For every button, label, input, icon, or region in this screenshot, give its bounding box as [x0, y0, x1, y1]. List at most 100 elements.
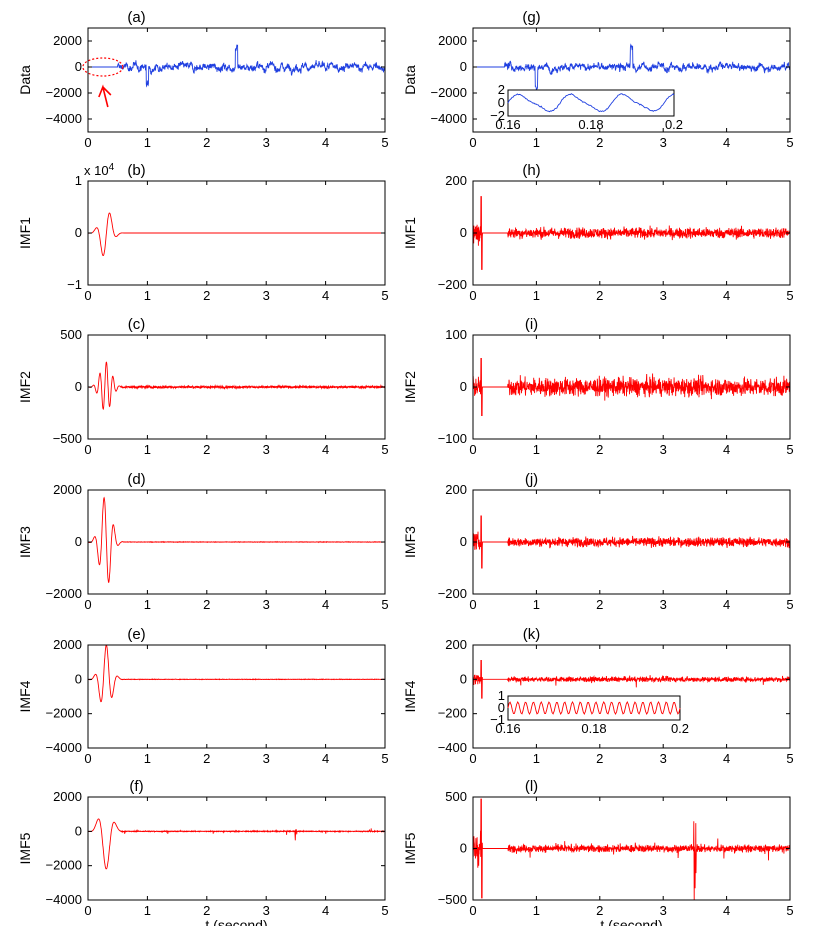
x-tick-label: 0: [84, 442, 91, 457]
x-tick-label: 5: [786, 751, 793, 766]
y-tick-label: −500: [438, 892, 467, 907]
x-tick-label: 5: [381, 597, 388, 612]
x-axis-label: t (second): [600, 917, 662, 926]
axes-box-g: [472, 27, 791, 133]
x-tick-label: 2: [203, 135, 210, 150]
panel-e: 0 1 2 3 4 5 2000 0 −2000 −4000 (e) IMF4: [17, 626, 389, 766]
x-tick-label: 5: [786, 288, 793, 303]
x-tick-label: 0: [469, 751, 476, 766]
y-tick-label: −2000: [45, 706, 82, 721]
y-tick-label: 100: [445, 327, 467, 342]
inset-y-tick-label: 2: [498, 82, 505, 97]
inset-x-tick-label: 0.2: [665, 117, 683, 132]
y-axis-label: IMF1: [17, 217, 33, 249]
panel-title: (j): [525, 471, 538, 488]
inset-y-tick-label: −1: [490, 712, 505, 727]
y-axis-label: IMF4: [402, 680, 418, 712]
y-axis-label: Data: [17, 65, 33, 95]
y-tick-label: 0: [460, 671, 467, 686]
x-tick-label: 3: [660, 597, 667, 612]
y-tick-label: 0: [460, 225, 467, 240]
x-tick-label: 0: [84, 751, 91, 766]
y-tick-label: 0: [460, 379, 467, 394]
x-tick-label: 3: [263, 903, 270, 918]
y-tick-label: −400: [438, 740, 467, 755]
y-tick-label: −2000: [45, 586, 82, 601]
x-tick-label: 1: [144, 597, 151, 612]
series-line-j: [473, 515, 790, 569]
x-tick-label: 5: [786, 135, 793, 150]
x-tick-label: 2: [596, 903, 603, 918]
panel-title: (h): [522, 162, 540, 179]
y-tick-label: 2000: [53, 33, 82, 48]
axes-box-e: [87, 644, 386, 749]
series-line-l: [473, 798, 790, 900]
y-axis-label: Data: [402, 65, 418, 95]
y-tick-label: 1: [75, 173, 82, 188]
x-tick-label: 0: [469, 903, 476, 918]
x-tick-label: 3: [660, 288, 667, 303]
x-tick-label: 5: [381, 135, 388, 150]
y-tick-label: −200: [438, 277, 467, 292]
y-tick-label: 200: [445, 637, 467, 652]
x-tick-label: 2: [203, 442, 210, 457]
x-tick-label: 3: [263, 135, 270, 150]
panel-title: (l): [525, 778, 538, 795]
x-tick-label: 2: [596, 442, 603, 457]
x-tick-label: 4: [322, 135, 329, 150]
series-line-b: [88, 212, 385, 257]
x-tick-label: 0: [469, 442, 476, 457]
x-tick-label: 4: [322, 751, 329, 766]
x-tick-label: 4: [723, 597, 730, 612]
y-axis-label: IMF4: [17, 680, 33, 712]
panel-title: (e): [127, 626, 145, 643]
x-tick-label: 5: [381, 903, 388, 918]
y-tick-label: 0: [75, 823, 82, 838]
y-axis-label: IMF2: [402, 371, 418, 403]
x-tick-label: 0: [84, 903, 91, 918]
x-tick-label: 3: [660, 903, 667, 918]
series-line-a: [88, 44, 385, 88]
series-line-h: [473, 196, 790, 270]
y-tick-label: 2000: [53, 789, 82, 804]
panel-a: 0 1 2 3 4 5 2000 0 −2000 −4000 (a) Data: [17, 9, 389, 150]
series-line-k: [473, 660, 790, 699]
x-tick-label: 2: [596, 597, 603, 612]
x-tick-label: 2: [203, 751, 210, 766]
y-tick-label: 2000: [53, 482, 82, 497]
panel-title: (a): [127, 9, 145, 26]
series-line-f: [88, 818, 385, 870]
series-line-g: [473, 43, 790, 92]
x-tick-label: 5: [381, 751, 388, 766]
inset-line: [507, 93, 675, 113]
y-axis-label: IMF5: [17, 832, 33, 864]
x-tick-label: 3: [660, 751, 667, 766]
x-tick-label: 0: [469, 597, 476, 612]
x-tick-label: 1: [533, 751, 540, 766]
y-tick-label: −2000: [45, 858, 82, 873]
panel-title: (g): [522, 9, 540, 26]
y-axis-label: IMF5: [402, 832, 418, 864]
x-tick-label: 5: [786, 597, 793, 612]
x-tick-label: 1: [144, 903, 151, 918]
panel-title: (c): [128, 316, 146, 333]
y-tick-label: −200: [438, 706, 467, 721]
panel-title: (i): [525, 316, 538, 333]
y-tick-label: −4000: [430, 111, 467, 126]
y-tick-label: 2000: [53, 637, 82, 652]
x-tick-label: 3: [660, 135, 667, 150]
axes-box-f: [87, 796, 386, 901]
y-tick-label: −2000: [45, 85, 82, 100]
y-tick-label: −2000: [430, 85, 467, 100]
panel-title: (b): [127, 162, 145, 179]
inset-x-tick-label: 0.2: [671, 721, 689, 736]
inset-k: 10−10.16 0.18 0.2: [490, 688, 689, 736]
panel-title: (d): [127, 471, 145, 488]
panel-title: (k): [523, 626, 541, 643]
